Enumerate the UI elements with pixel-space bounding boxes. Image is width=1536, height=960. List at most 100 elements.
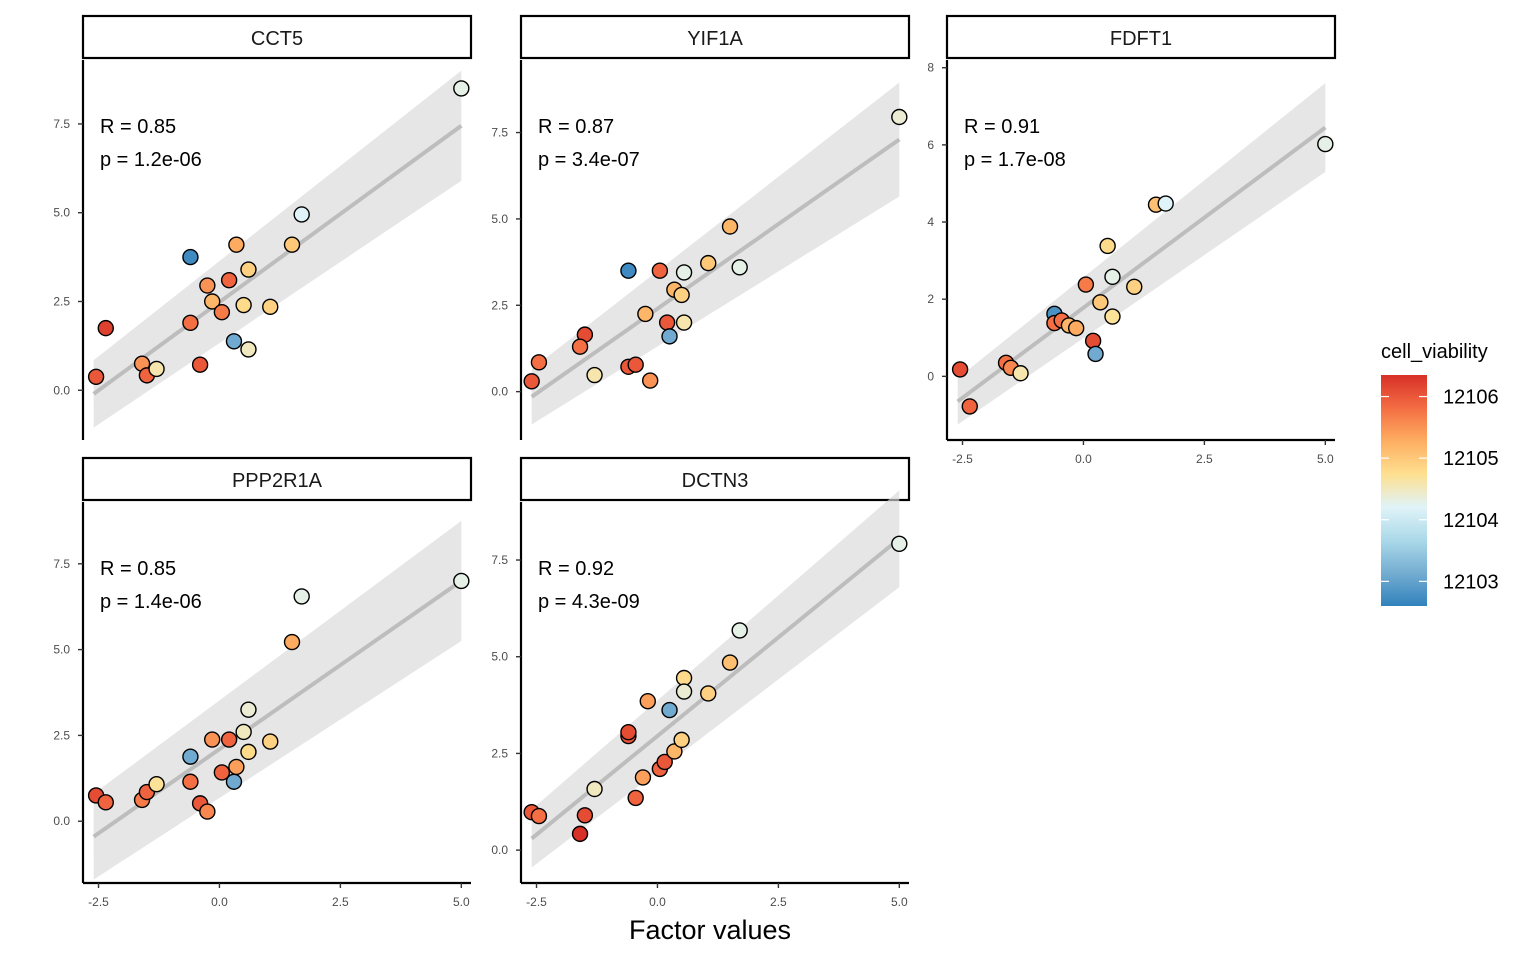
y-tick-label: 5.0 [491,650,508,664]
data-point [293,588,310,605]
y-tick-label: 7.5 [53,557,70,571]
data-point [576,807,594,824]
facet-strip-label: DCTN3 [682,470,749,492]
data-point [721,218,739,235]
data-point [1104,308,1121,325]
data-point [182,314,199,332]
correlation-p-label: p = 1.4e-06 [100,591,202,613]
data-point [1087,345,1104,363]
y-tick-label: 0.0 [53,383,70,397]
data-point [240,261,257,278]
y-tick-label: 5.0 [53,206,70,220]
data-point [283,236,301,253]
legend-label: 12104 [1443,510,1499,532]
x-tick-label: -2.5 [952,452,973,466]
confidence-band [93,520,462,880]
data-point [627,356,644,373]
data-point [661,701,678,719]
x-tick-label: -2.5 [88,895,109,909]
regression-line [530,537,901,841]
data-point [148,360,165,378]
legend-colorbar [1381,375,1427,606]
y-tick-label: 2.5 [53,728,70,742]
data-point [700,254,717,272]
data-point [225,773,243,790]
correlation-p-label: p = 3.4e-07 [538,149,640,171]
facet-panel-yif1a: YIF1A R = 0.87 p = 3.4e-07 0.0 2.5 5.0 7.5 [491,14,911,440]
facet-strip [81,456,473,502]
data-point [148,775,165,793]
legend-label: 12106 [1443,387,1499,409]
data-point [262,733,279,750]
correlation-p-label: p = 1.7e-08 [964,149,1066,171]
x-tick-label: 0.0 [211,895,228,909]
correlation-r-label: R = 0.91 [964,116,1040,138]
facet-strip-label: CCT5 [251,28,303,50]
data-point [658,314,676,331]
confidence-band [93,70,462,428]
data-point [661,328,678,345]
data-point [199,277,216,294]
x-tick-label: 5.0 [891,895,908,909]
data-point [228,758,245,776]
confidence-band [957,83,1326,425]
y-tick-label: 4 [927,215,934,229]
data-point [675,669,693,687]
data-point [891,108,908,126]
data-point [637,305,654,323]
regression-line [92,124,463,396]
legend-title: cell_viability [1381,341,1488,363]
facet-strip-label: FDFT1 [1110,28,1172,50]
data-point [213,303,231,321]
data-point [240,701,257,718]
data-point [641,372,659,389]
data-point [721,654,739,671]
y-tick-label: 5.0 [53,643,70,657]
x-tick-label: 5.0 [1317,452,1334,466]
data-point [203,731,221,748]
data-point [262,298,279,316]
data-point [1092,294,1109,311]
data-point [673,731,690,749]
data-point [235,296,252,314]
facet-strip-label: YIF1A [687,28,743,50]
data-point [675,264,693,281]
y-tick-label: 8 [927,61,934,75]
data-point [220,271,238,289]
confidence-band [531,82,900,425]
correlation-r-label: R = 0.92 [538,558,614,580]
data-point [656,753,673,771]
x-tick-label: 0.0 [649,895,666,909]
data-point [182,748,199,765]
correlation-p-label: p = 4.3e-09 [538,591,640,613]
data-point [1012,365,1029,382]
data-point [182,773,199,790]
data-point [1077,276,1095,293]
data-point [1104,268,1121,286]
data-point [675,314,693,331]
x-tick-label: -2.5 [526,895,547,909]
data-point [627,789,644,807]
data-point [620,262,637,279]
x-tick-label: 2.5 [332,895,349,909]
data-point [199,803,216,820]
data-point [1126,278,1143,296]
color-legend: cell_viability 12106 12105 12104 12103 [1381,341,1499,606]
y-tick-label: 2.5 [491,746,508,760]
data-point [453,80,470,97]
x-tick-label: 0.0 [1075,452,1092,466]
y-tick-label: 0.0 [491,843,508,857]
data-point [651,262,669,279]
data-point [225,333,243,350]
data-point [228,236,245,253]
data-point [530,354,548,371]
facet-strip [519,456,911,502]
data-point [191,356,209,373]
data-point [240,341,257,358]
data-point [530,807,548,825]
data-point [523,373,540,390]
legend-label: 12103 [1443,571,1499,593]
data-point [620,723,637,741]
data-point [961,398,978,415]
